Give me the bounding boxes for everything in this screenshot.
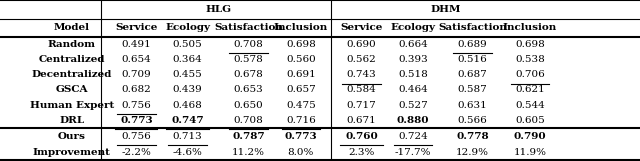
Text: 0.584: 0.584 xyxy=(347,85,376,95)
Text: 0.787: 0.787 xyxy=(232,132,264,141)
Text: GSCA: GSCA xyxy=(56,85,88,95)
Text: -2.2%: -2.2% xyxy=(122,148,151,157)
Text: Ecology: Ecology xyxy=(165,23,210,32)
Text: 0.657: 0.657 xyxy=(286,85,316,95)
Text: 0.724: 0.724 xyxy=(398,132,428,141)
Text: 0.709: 0.709 xyxy=(122,70,151,79)
Text: 0.716: 0.716 xyxy=(286,116,316,125)
Text: 0.538: 0.538 xyxy=(515,55,545,64)
Text: Inclusion: Inclusion xyxy=(503,23,557,32)
Text: 0.393: 0.393 xyxy=(398,55,428,64)
Text: 0.475: 0.475 xyxy=(286,101,316,110)
Text: 0.562: 0.562 xyxy=(347,55,376,64)
Text: 0.706: 0.706 xyxy=(515,70,545,79)
Text: Service: Service xyxy=(115,23,157,32)
Text: 12.9%: 12.9% xyxy=(456,148,489,157)
Text: Ours: Ours xyxy=(58,132,86,141)
Text: DRL: DRL xyxy=(59,116,84,125)
Text: 0.708: 0.708 xyxy=(234,116,263,125)
Text: Inclusion: Inclusion xyxy=(274,23,328,32)
Text: 0.698: 0.698 xyxy=(286,40,316,49)
Text: 0.464: 0.464 xyxy=(398,85,428,95)
Text: Improvement: Improvement xyxy=(33,148,111,157)
Text: 0.689: 0.689 xyxy=(458,40,487,49)
Text: -17.7%: -17.7% xyxy=(394,148,431,157)
Text: Ecology: Ecology xyxy=(390,23,435,32)
Text: 0.743: 0.743 xyxy=(347,70,376,79)
Text: 0.708: 0.708 xyxy=(234,40,263,49)
Text: 0.773: 0.773 xyxy=(120,116,152,125)
Text: 0.650: 0.650 xyxy=(234,101,263,110)
Text: 0.566: 0.566 xyxy=(458,116,487,125)
Text: 0.671: 0.671 xyxy=(347,116,376,125)
Text: 0.687: 0.687 xyxy=(458,70,487,79)
Text: 11.9%: 11.9% xyxy=(513,148,547,157)
Text: 0.773: 0.773 xyxy=(285,132,317,141)
Text: 0.605: 0.605 xyxy=(515,116,545,125)
Text: Centralized: Centralized xyxy=(38,55,105,64)
Text: 11.2%: 11.2% xyxy=(232,148,265,157)
Text: 0.713: 0.713 xyxy=(173,132,202,141)
Text: Satisfaction: Satisfaction xyxy=(214,23,283,32)
Text: 0.756: 0.756 xyxy=(122,101,151,110)
Text: 0.527: 0.527 xyxy=(398,101,428,110)
Text: 0.682: 0.682 xyxy=(122,85,151,95)
Text: 0.468: 0.468 xyxy=(173,101,202,110)
Text: 0.654: 0.654 xyxy=(122,55,151,64)
Text: 0.560: 0.560 xyxy=(286,55,316,64)
Text: 0.756: 0.756 xyxy=(122,132,151,141)
Text: 0.691: 0.691 xyxy=(286,70,316,79)
Text: DHM: DHM xyxy=(431,5,461,14)
Text: 0.664: 0.664 xyxy=(398,40,428,49)
Text: Decentralized: Decentralized xyxy=(31,70,112,79)
Text: 0.778: 0.778 xyxy=(456,132,488,141)
Text: 0.690: 0.690 xyxy=(347,40,376,49)
Text: 0.653: 0.653 xyxy=(234,85,263,95)
Text: Model: Model xyxy=(54,23,90,32)
Text: HLG: HLG xyxy=(205,5,232,14)
Text: 0.790: 0.790 xyxy=(514,132,546,141)
Text: 0.544: 0.544 xyxy=(515,101,545,110)
Text: 0.439: 0.439 xyxy=(173,85,202,95)
Text: 2.3%: 2.3% xyxy=(348,148,375,157)
Text: 8.0%: 8.0% xyxy=(287,148,314,157)
Text: Satisfaction: Satisfaction xyxy=(438,23,507,32)
Text: 0.698: 0.698 xyxy=(515,40,545,49)
Text: 0.631: 0.631 xyxy=(458,101,487,110)
Text: Random: Random xyxy=(48,40,96,49)
Text: 0.516: 0.516 xyxy=(458,55,487,64)
Text: 0.491: 0.491 xyxy=(122,40,151,49)
Text: 0.678: 0.678 xyxy=(234,70,263,79)
Text: -4.6%: -4.6% xyxy=(173,148,202,157)
Text: 0.587: 0.587 xyxy=(458,85,487,95)
Text: 0.505: 0.505 xyxy=(173,40,202,49)
Text: 0.747: 0.747 xyxy=(172,116,204,125)
Text: Service: Service xyxy=(340,23,383,32)
Text: 0.717: 0.717 xyxy=(347,101,376,110)
Text: 0.760: 0.760 xyxy=(345,132,378,141)
Text: 0.880: 0.880 xyxy=(397,116,429,125)
Text: 0.364: 0.364 xyxy=(173,55,202,64)
Text: 0.518: 0.518 xyxy=(398,70,428,79)
Text: 0.455: 0.455 xyxy=(173,70,202,79)
Text: 0.578: 0.578 xyxy=(234,55,263,64)
Text: Human Expert: Human Expert xyxy=(29,101,114,110)
Text: 0.621: 0.621 xyxy=(515,85,545,95)
